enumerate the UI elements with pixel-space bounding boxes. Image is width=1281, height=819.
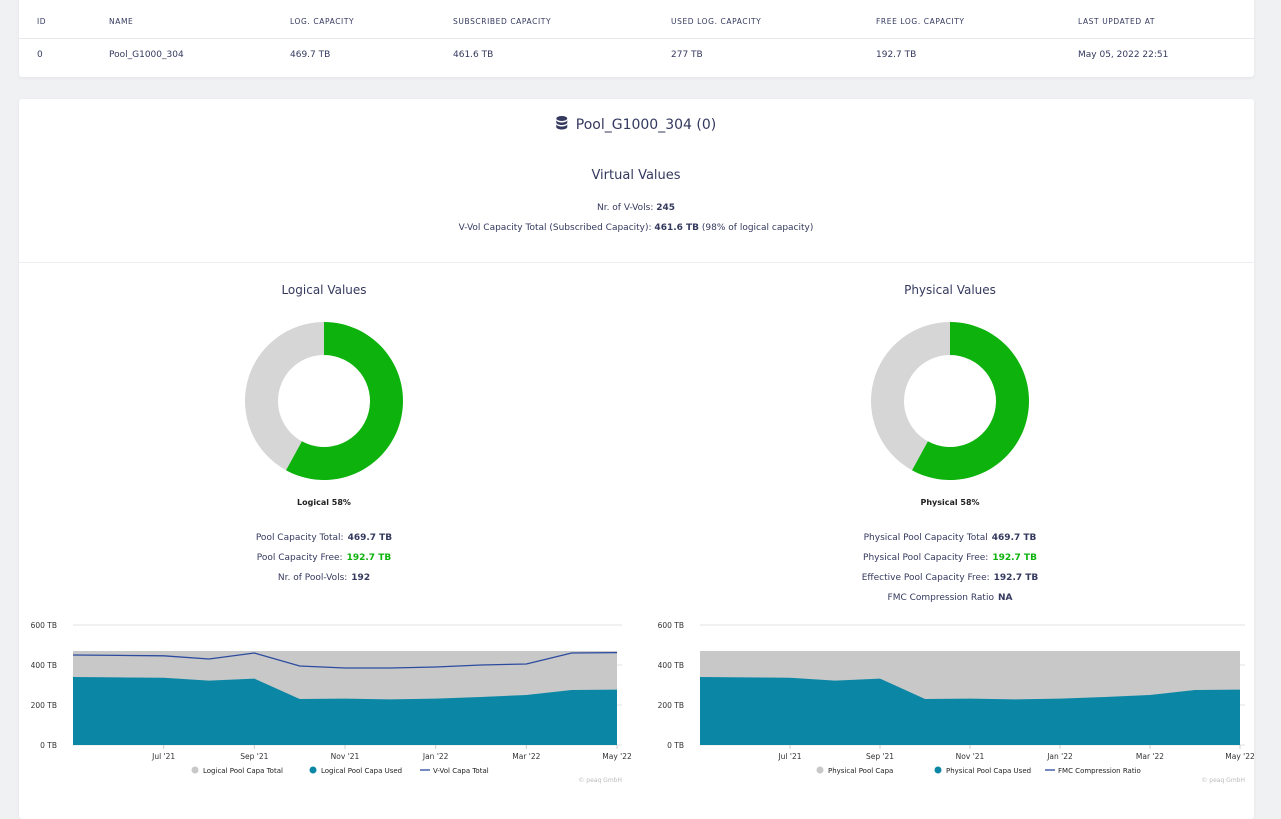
column-header: LAST UPDATED AT	[1078, 17, 1156, 26]
legend-label: Logical Pool Capa Total	[203, 767, 283, 775]
table-cell: 469.7 TB	[290, 50, 331, 60]
table-cell: 192.7 TB	[876, 50, 917, 60]
x-tick-label: Mar '22	[512, 752, 540, 761]
label: V-Vol Capacity Total (Subscribed Capacit…	[458, 223, 652, 233]
table-cell: 0	[37, 50, 43, 60]
label: Physical Pool Capacity Free:	[863, 553, 988, 563]
column-header: LOG. CAPACITY	[290, 17, 355, 26]
value: 192.7 TB	[994, 573, 1039, 583]
x-tick-label: Mar '22	[1136, 752, 1164, 761]
info-line: Nr. of Pool-Vols: 192	[278, 573, 370, 583]
x-tick-label: Jul '21	[151, 752, 175, 761]
x-tick-label: Jul '21	[777, 752, 801, 761]
legend-label: Physical Pool Capa	[828, 767, 893, 775]
value: NA	[998, 593, 1013, 603]
credit: © peaq GmbH	[578, 777, 622, 784]
label: Nr. of V-Vols:	[596, 203, 654, 213]
page: ID NAME LOG. CAPACITY SUBSCRIBED CAPACITY US…	[19, 0, 1254, 819]
label: Physical Pool Capacity Total	[864, 533, 988, 543]
y-tick-label: 200 TB	[658, 701, 684, 710]
column-header: ID	[37, 17, 47, 26]
pool-card: Pool_G1000_304 (0) Virtual Values Nr. of…	[19, 99, 1254, 819]
column-header: FREE LOG. CAPACITY	[876, 17, 965, 26]
value: 192	[351, 573, 370, 583]
donut-slice	[244, 322, 324, 471]
x-tick-label: Nov '21	[331, 752, 360, 761]
section-title: Virtual Values	[591, 168, 681, 183]
table-cell: Pool_G1000_304	[109, 50, 184, 60]
donut-label: Physical 58%	[920, 498, 979, 507]
x-tick-label: Jan '22	[1046, 752, 1073, 761]
panel-title: Physical Values	[904, 283, 996, 297]
area	[73, 677, 617, 745]
legend-label: Logical Pool Capa Used	[321, 767, 402, 775]
legend-label: Physical Pool Capa Used	[946, 767, 1031, 775]
info-line: FMC Compression Ratio NA	[888, 593, 1013, 603]
y-tick-label: 600 TB	[31, 621, 57, 630]
y-tick-label: 600 TB	[658, 621, 684, 630]
database-icon	[556, 116, 568, 130]
value: 469.7 TB	[992, 533, 1037, 543]
y-tick-label: 200 TB	[31, 701, 57, 710]
column-header: NAME	[109, 17, 134, 26]
info-line: Nr. of V-Vols: 245	[597, 203, 675, 213]
legend-marker	[934, 766, 942, 774]
donut-slice	[871, 322, 950, 471]
info-line: Physical Pool Capacity Free: 192.7 TB	[863, 553, 1037, 563]
donut-slice	[285, 322, 403, 480]
value: 461.6 TB	[654, 223, 700, 233]
value: 192.7 TB	[992, 553, 1037, 563]
info-line: Physical Pool Capacity Total 469.7 TB	[864, 533, 1037, 543]
y-tick-label: 400 TB	[31, 661, 57, 670]
pool-name: Pool_G1000_304 (0)	[575, 117, 717, 133]
info-line: Pool Capacity Total: 469.7 TB	[256, 533, 392, 543]
legend-marker	[816, 766, 824, 774]
line	[72, 651, 618, 669]
table-cell: 277 TB	[671, 50, 703, 60]
info-line: Effective Pool Capacity Free: 192.7 TB	[862, 573, 1039, 583]
table-card: ID NAME LOG. CAPACITY SUBSCRIBED CAPACITY US…	[19, 0, 1254, 77]
x-tick-label: May '22	[1225, 752, 1254, 761]
value: 469.7 TB	[348, 533, 393, 543]
label: Nr. of Pool-Vols:	[278, 573, 347, 583]
column-header: USED LOG. CAPACITY	[671, 17, 762, 26]
y-tick-label: 0 TB	[40, 741, 57, 750]
x-tick-label: May '22	[602, 752, 632, 761]
donut-label: Logical 58%	[297, 498, 351, 507]
legend-label: V-Vol Capa Total	[433, 767, 489, 775]
legend-marker	[191, 766, 199, 774]
value: 245	[656, 203, 676, 213]
info-line: V-Vol Capacity Total (Subscribed Capacit…	[459, 223, 814, 233]
y-tick-label: 0 TB	[667, 741, 684, 750]
column-header: SUBSCRIBED CAPACITY	[453, 17, 552, 26]
label: Pool Capacity Total:	[256, 533, 344, 543]
label: Effective Pool Capacity Free:	[862, 573, 990, 583]
legend-marker	[309, 766, 317, 774]
row-divider	[19, 38, 1254, 39]
label: FMC Compression Ratio	[888, 593, 995, 603]
y-tick-label: 400 TB	[658, 661, 684, 670]
x-tick-label: Nov '21	[956, 752, 985, 761]
panel-title: Logical Values	[281, 283, 366, 297]
table-cell: 461.6 TB	[453, 50, 494, 60]
pool-title: Pool_G1000_304 (0)	[556, 116, 716, 133]
donut-slice	[911, 322, 1029, 481]
value: 192.7 TB	[347, 553, 392, 563]
credit: © peaq GmbH	[1201, 777, 1245, 784]
label: Pool Capacity Free:	[257, 553, 343, 563]
x-tick-label: Sep '21	[240, 752, 268, 761]
panels: Logical Values Logical 58% Pool Capacity T…	[31, 283, 1254, 784]
legend-label: FMC Compression Ratio	[1058, 767, 1141, 775]
note: (98% of logical capacity)	[701, 223, 814, 233]
area	[700, 677, 1240, 745]
x-tick-label: Jan '22	[422, 752, 449, 761]
x-tick-label: Sep '21	[866, 752, 894, 761]
divider	[19, 262, 1254, 263]
info-line: Pool Capacity Free: 192.7 TB	[257, 553, 392, 563]
table-cell: May 05, 2022 22:51	[1078, 50, 1169, 60]
